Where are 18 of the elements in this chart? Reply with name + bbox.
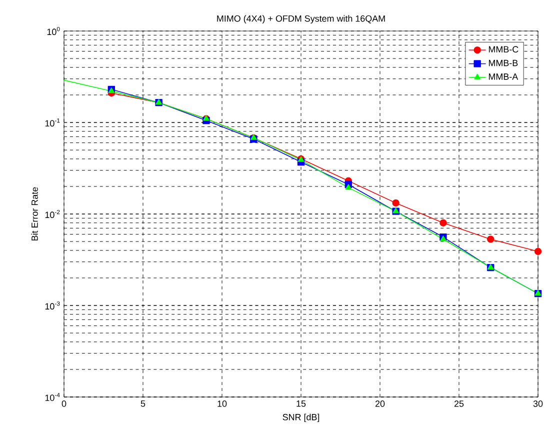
y-axis-title: Bit Error Rate	[31, 187, 38, 240]
y-tick-label: 10$^{-3}$	[45, 301, 60, 310]
x-tick-label: 20	[375, 400, 385, 407]
legend-label: MMB-C	[488, 46, 518, 53]
x-tick-label: 10	[218, 400, 227, 407]
x-tick-label: 30	[533, 400, 543, 407]
y-tick-label: 10$^{-4}$	[45, 392, 60, 401]
y-tick-label: 10$^{-2}$	[45, 210, 60, 218]
x-tick-label: 0	[62, 400, 66, 407]
legend-label: MMB-B	[488, 60, 518, 66]
x-tick-label: 15	[296, 400, 306, 407]
x-tick-label: 5	[140, 400, 146, 407]
x-axis-title: SNR [dB]	[282, 414, 320, 422]
legend-label: MMB-A	[488, 74, 518, 80]
y-tick-label: 10$^{-1}$	[45, 118, 60, 127]
y-tick-label: 10$^{0}$	[47, 26, 60, 36]
x-tick-label: 25	[454, 400, 464, 407]
chart-title: MIMO (4X4) + OFDM System with 16QAM	[217, 15, 385, 24]
